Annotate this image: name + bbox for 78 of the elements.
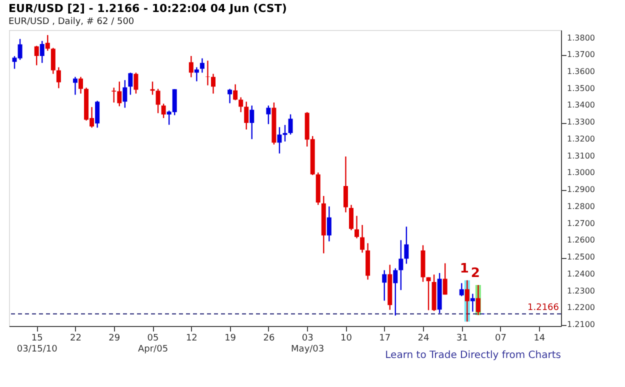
candlestick xyxy=(50,47,56,74)
candlestick xyxy=(228,88,232,104)
candlestick xyxy=(161,103,166,119)
candlestick xyxy=(78,76,84,94)
ref-line-label: 1.2166 xyxy=(528,302,560,313)
y-tick-label: 1.2500 xyxy=(567,252,595,262)
x-tick-label: 15 03/15/10 xyxy=(16,334,58,354)
candlestick xyxy=(354,215,360,239)
y-tick-label: 1.2800 xyxy=(567,202,595,211)
candlestick xyxy=(393,268,398,316)
x-tick-label: 12 xyxy=(186,334,198,344)
candlestick xyxy=(134,72,138,94)
y-tick-label: 1.3500 xyxy=(567,84,595,93)
y-tick-label: 1.3200 xyxy=(567,134,595,144)
x-tick-label: 29 xyxy=(108,334,120,344)
candlestick xyxy=(188,55,194,78)
y-tick-label: 1.3300 xyxy=(567,118,595,127)
y-tick-label: 1.2300 xyxy=(567,286,595,296)
text: Learn to Trade Directly from Charts xyxy=(385,350,561,361)
candlestick xyxy=(194,66,199,82)
candlestick xyxy=(233,84,238,101)
x-tick-label: 31 xyxy=(456,334,468,344)
candlestick xyxy=(470,293,475,312)
x-tick-label: 17 xyxy=(379,334,391,344)
candlestick xyxy=(72,76,78,96)
candlestick xyxy=(348,204,354,231)
chart-title: EUR/USD [2] - 1.2166 - 10:22:04 04 Jun (CST) xyxy=(8,2,287,15)
candlestick xyxy=(95,100,100,128)
candlestick xyxy=(156,88,160,114)
x-tick-label: 22 xyxy=(70,334,82,344)
candlestick xyxy=(40,40,44,64)
candlestick xyxy=(128,72,133,96)
y-tick-label: 1.3700 xyxy=(567,50,595,60)
candlestick xyxy=(244,101,249,130)
candlestick xyxy=(459,282,464,297)
candlestick xyxy=(34,45,39,66)
candlestick xyxy=(200,58,204,74)
x-tick-label: 19 xyxy=(224,334,236,344)
candlestick xyxy=(326,206,332,242)
candlestick xyxy=(150,81,155,96)
y-tick-label: 1.3400 xyxy=(567,100,595,110)
x-tick-label: 24 xyxy=(418,334,430,344)
y-tick-label: 1.2100 xyxy=(567,320,595,329)
y-tick-label: 1.2600 xyxy=(567,236,595,245)
y-tick-label: 1.3100 xyxy=(567,151,595,160)
candlestick xyxy=(476,284,480,316)
candlestick xyxy=(343,156,348,213)
candlestick xyxy=(56,66,61,89)
candlestick xyxy=(398,240,404,291)
candlestick xyxy=(404,226,409,264)
x-tick-label: 10 xyxy=(340,334,352,344)
candlestick xyxy=(442,262,448,296)
x-tick-label: 03 May/03 xyxy=(291,334,324,354)
band-label: 1 xyxy=(460,261,469,276)
y-tick-label: 1.2700 xyxy=(567,218,595,228)
chart-subtitle: EUR/USD , Daily, # 62 / 500 xyxy=(8,17,134,27)
candlestick xyxy=(382,270,387,302)
y-tick-label: 1.3800 xyxy=(567,33,595,42)
candlestick xyxy=(266,104,271,125)
candlestick xyxy=(45,34,50,52)
candlestick xyxy=(238,96,244,113)
x-tick-label: 26 xyxy=(263,334,275,344)
x-tick-label: 05 Apr/05 xyxy=(138,334,168,354)
x-tick-label: 14 xyxy=(534,334,546,344)
y-tick-label: 1.3600 xyxy=(567,66,595,76)
candlestick xyxy=(360,224,365,254)
candlestick xyxy=(426,276,431,311)
candlestick xyxy=(210,73,216,94)
y-tick-label: 1.3000 xyxy=(567,168,595,178)
candlestick xyxy=(122,79,128,108)
candlestick xyxy=(205,60,210,86)
y-tick-label: 1.2900 xyxy=(567,185,595,194)
x-tick-label: 07 xyxy=(495,334,507,344)
candlestick xyxy=(250,104,254,140)
y-tick-label: 1.2200 xyxy=(567,303,595,312)
y-tick-label: 1.2400 xyxy=(567,269,595,278)
candlestick xyxy=(288,114,293,136)
band-label: 2 xyxy=(470,266,480,282)
